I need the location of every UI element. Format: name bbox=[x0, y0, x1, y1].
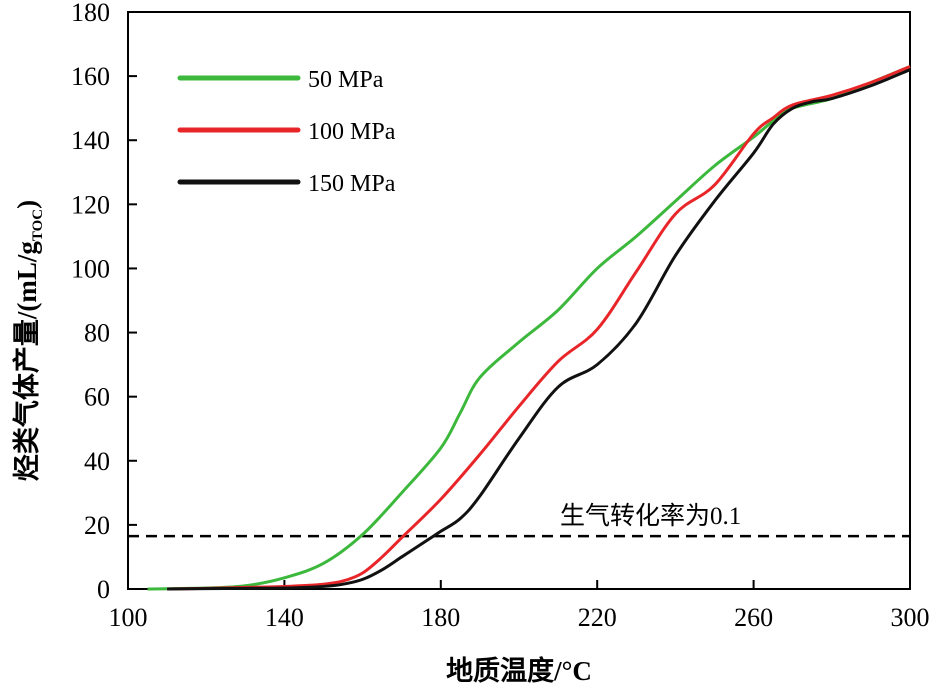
legend-label-150-mpa: 150 MPa bbox=[308, 171, 396, 197]
x-axis-title: 地质温度/°C bbox=[446, 655, 592, 686]
y-tick-label: 180 bbox=[71, 0, 110, 27]
y-tick-label: 100 bbox=[71, 254, 110, 283]
y-tick-label: 80 bbox=[84, 319, 110, 348]
x-tick-label: 140 bbox=[265, 603, 304, 632]
x-tick-label: 260 bbox=[734, 603, 773, 632]
plot-frame bbox=[127, 11, 911, 590]
x-tick-label: 220 bbox=[578, 603, 617, 632]
x-tick-label: 180 bbox=[421, 603, 460, 632]
y-tick-label: 120 bbox=[71, 190, 110, 219]
x-tick-label: 100 bbox=[109, 603, 148, 632]
y-tick-label: 140 bbox=[71, 126, 110, 155]
series-line-150-mpa bbox=[167, 68, 911, 591]
legend-label-50-mpa: 50 MPa bbox=[308, 67, 384, 93]
x-tick-label: 300 bbox=[891, 603, 930, 632]
series-line-100-mpa bbox=[167, 65, 911, 591]
y-tick-label: 160 bbox=[71, 62, 110, 91]
reference-line-label: 生气转化率为0.1 bbox=[560, 502, 741, 530]
y-axis-title: 烃类气体产量/(mL/gTOC) bbox=[12, 200, 46, 481]
legend-label-100-mpa: 100 MPa bbox=[308, 119, 396, 145]
series-line-50-mpa bbox=[147, 65, 911, 591]
y-tick-label: 40 bbox=[84, 447, 110, 476]
y-tick-label: 60 bbox=[84, 383, 110, 412]
y-tick-label: 20 bbox=[84, 511, 110, 540]
y-tick-label: 0 bbox=[97, 575, 110, 604]
